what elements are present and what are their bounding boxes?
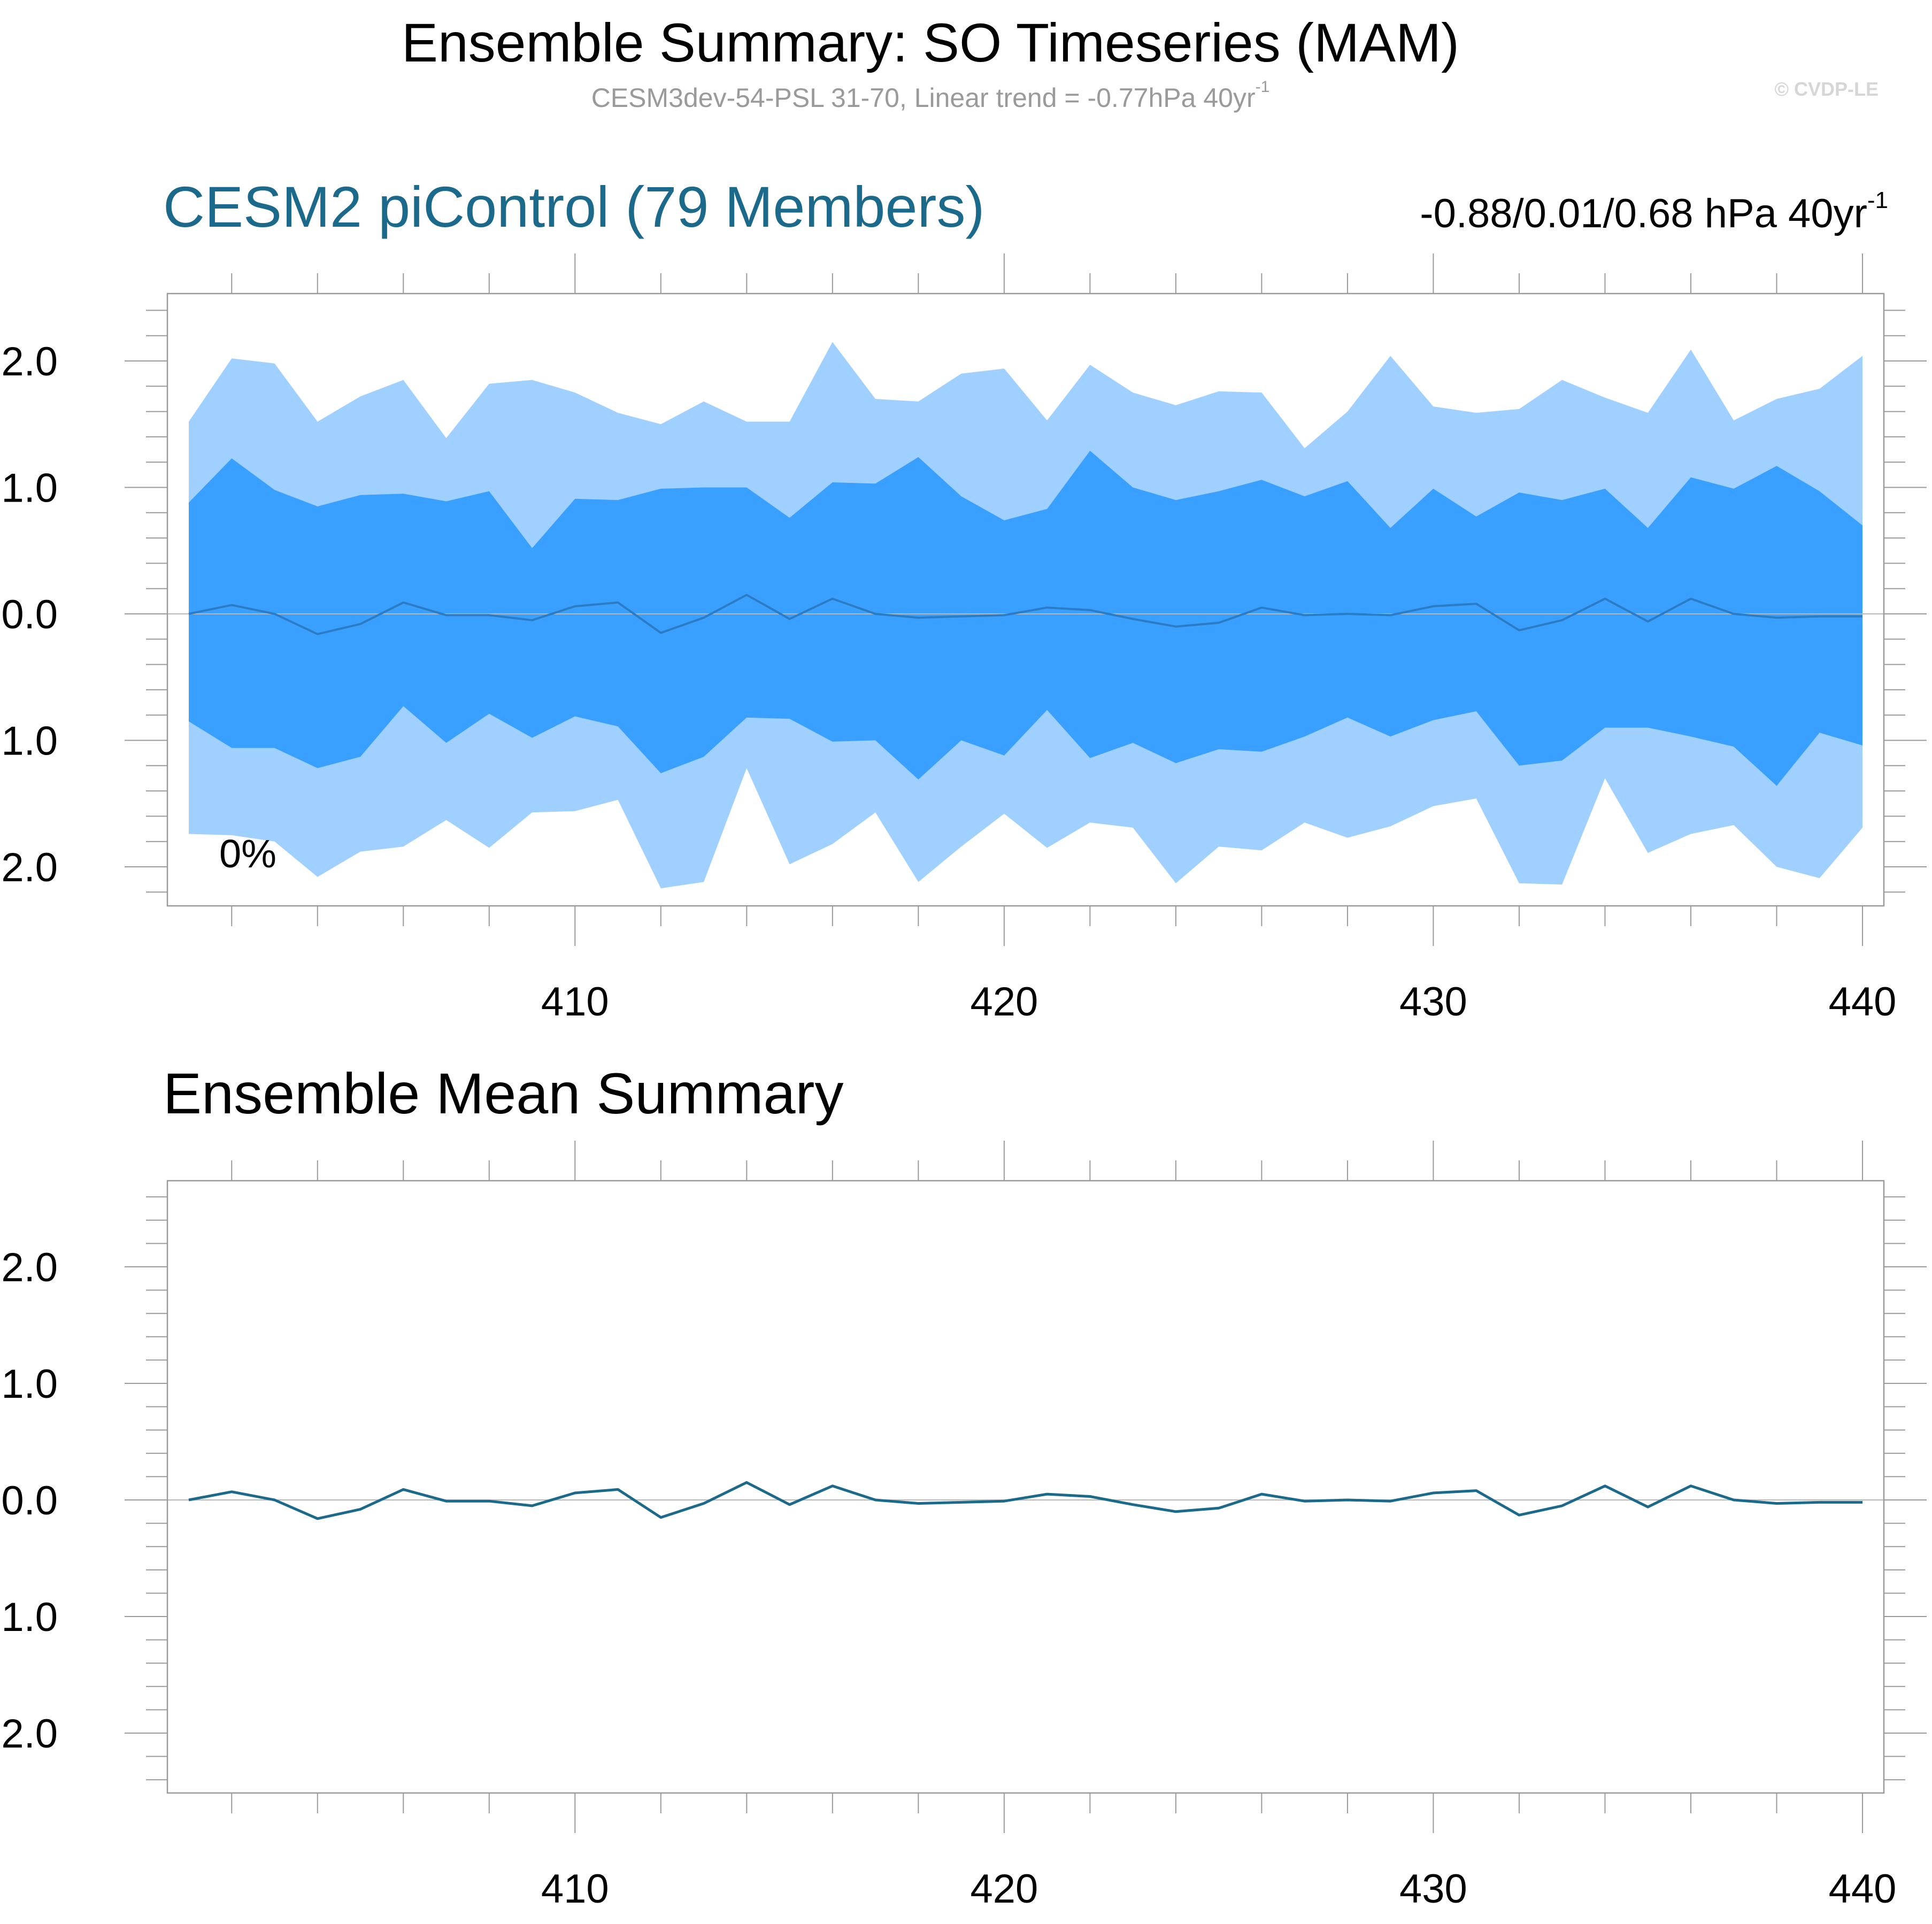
ensemble-mean-line	[188, 1481, 1862, 1520]
y-tick-label: -2.0	[0, 1711, 58, 1757]
x-tick-label: 430	[1399, 979, 1467, 1025]
subtitle-superscript: -1	[1255, 78, 1270, 96]
x-tick-label: 430	[1399, 1866, 1467, 1912]
chart-subtitle: CESM3dev-54-PSL 31-70, Linear trend = -0…	[0, 78, 1861, 116]
x-tick-label: 440	[1829, 979, 1897, 1025]
subtitle-text: CESM3dev-54-PSL 31-70, Linear trend = -0…	[591, 83, 1256, 113]
y-tick-label: 0.0	[1, 592, 58, 637]
y-tick-label: 1.0	[1, 1361, 58, 1407]
plot-frame	[166, 293, 1885, 907]
ensemble-mean-line	[188, 594, 1862, 635]
y-tick-label: 0.0	[1, 1478, 58, 1523]
watermark: © CVDP-LE	[1774, 78, 1879, 100]
x-tick-label: 440	[1829, 1866, 1897, 1912]
x-tick-label: 410	[541, 1866, 609, 1912]
panel1-plot: 2.0 1.0 0.0 -1.0 -2.0 410 420 430 440 0%	[0, 253, 1927, 1025]
panel1-title: CESM2 piControl (79 Members)	[163, 174, 985, 239]
stats-text: -0.88/0.01/0.68 hPa 40yr	[1420, 191, 1867, 236]
y-tick-label: 1.0	[1, 466, 58, 511]
y-tick-label: -1.0	[0, 719, 58, 764]
inner-range-band	[189, 450, 1862, 786]
percent-annotation: 0%	[219, 832, 276, 876]
y-tick-label: 2.0	[1, 339, 58, 384]
panel2-plot: 2.0 1.0 0.0 -1.0 -2.0 410 420 430 440	[0, 1141, 1927, 1912]
plot-frame	[166, 1180, 1885, 1794]
y-tick-label: -1.0	[0, 1595, 58, 1640]
stats-superscript: -1	[1867, 187, 1888, 213]
panel2-title: Ensemble Mean Summary	[163, 1061, 844, 1126]
x-tick-label: 420	[970, 1866, 1038, 1912]
y-tick-label: -2.0	[0, 845, 58, 890]
chart-title: Ensemble Summary: SO Timeseries (MAM)	[401, 12, 1460, 73]
panel1-stats: -0.88/0.01/0.68 hPa 40yr-1	[1420, 187, 1888, 241]
x-tick-label: 410	[541, 979, 609, 1025]
y-tick-label: 2.0	[1, 1245, 58, 1290]
x-tick-label: 420	[970, 979, 1038, 1025]
